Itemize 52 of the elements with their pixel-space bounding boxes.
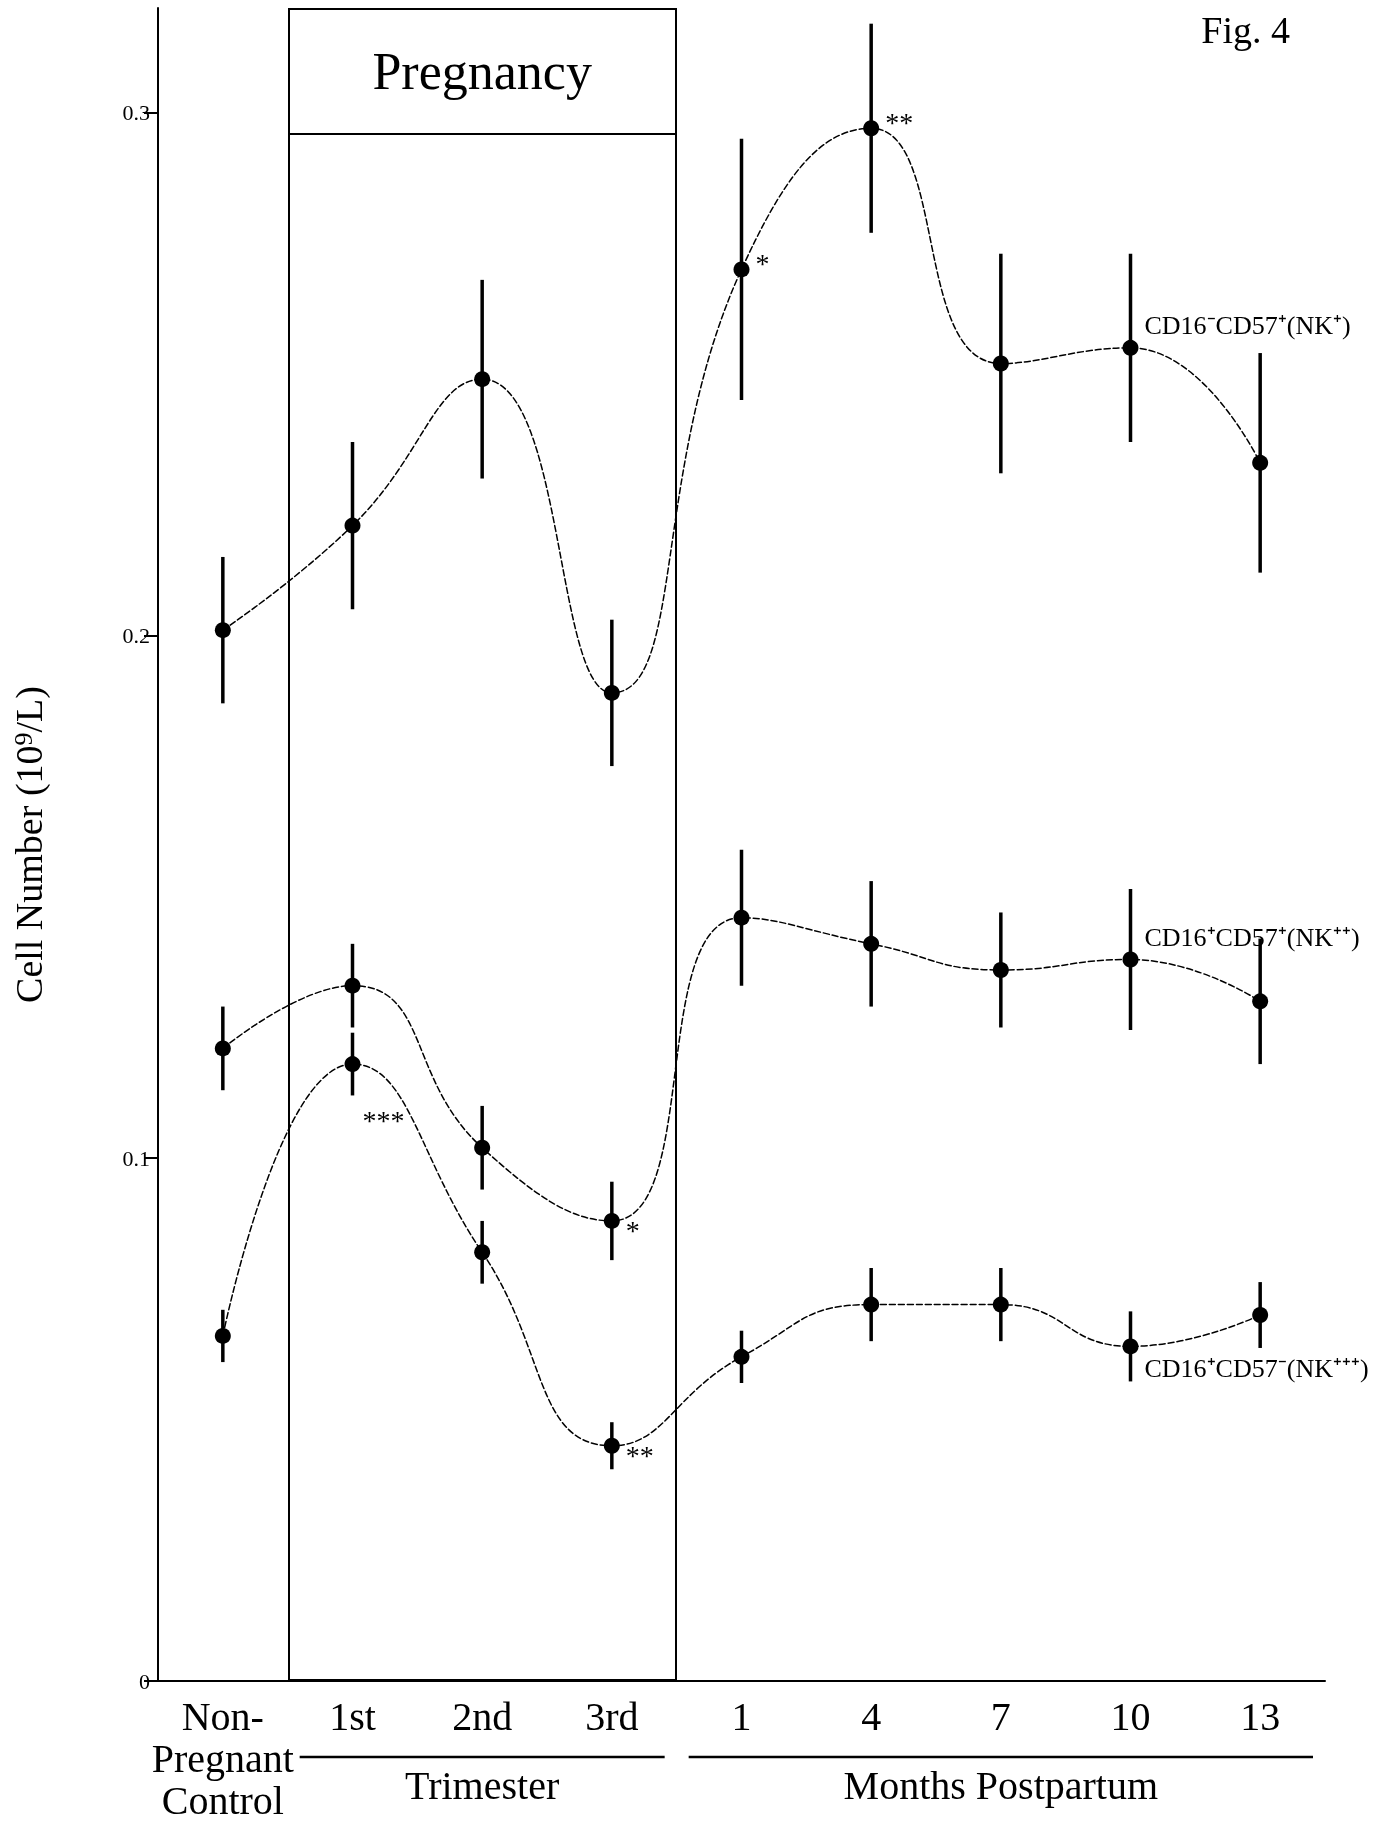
series-label: CD16⁻CD57⁺(NK⁺) [1144, 311, 1351, 341]
y-tick-label: 0.1 [122, 1145, 150, 1171]
annotation: ** [885, 106, 914, 138]
point [603, 684, 620, 701]
annotation: *** [362, 1104, 405, 1136]
annotation: ** [625, 1440, 654, 1472]
point [344, 977, 361, 994]
point [1252, 993, 1269, 1010]
y-tick-label: 0.2 [122, 622, 150, 648]
point [863, 935, 880, 952]
x-tick-label: 10 [1110, 1693, 1151, 1739]
x-tick-label: 3rd [585, 1693, 639, 1739]
point [1122, 1338, 1139, 1355]
x-tick-label: 13 [1240, 1693, 1281, 1739]
annotation: * [625, 1215, 640, 1247]
text: Trimester [405, 1762, 560, 1808]
series-label: CD16⁺CD57⁻(NK⁺⁺⁺) [1144, 1353, 1369, 1383]
x-tick-label: 2nd [452, 1693, 513, 1739]
point [992, 1296, 1009, 1313]
point [863, 1296, 880, 1313]
point [733, 1348, 750, 1365]
point [1122, 339, 1139, 356]
point [992, 355, 1009, 372]
point [344, 517, 361, 534]
point [863, 120, 880, 137]
point [733, 261, 750, 278]
x-tick-label: 4 [861, 1693, 882, 1739]
point [1122, 951, 1139, 968]
point [1252, 1307, 1269, 1324]
x-tick-label: Non- Pregnant Control [151, 1693, 294, 1823]
point [214, 1040, 231, 1057]
point [474, 371, 491, 388]
annotation: Fig. 4 [1201, 9, 1290, 51]
annotation: * [755, 247, 770, 279]
point [1252, 454, 1269, 471]
x-tick-label: 7 [990, 1693, 1011, 1739]
x-tick-label: 1 [731, 1693, 752, 1739]
point [214, 622, 231, 639]
point [344, 1056, 361, 1073]
point [603, 1212, 620, 1229]
text: Months Postpartum [843, 1762, 1159, 1808]
y-axis-title: Cell Number (109/L) [8, 686, 51, 1003]
x-tick-label: 1st [329, 1693, 376, 1739]
point [992, 961, 1009, 978]
y-tick-label: 0.3 [122, 100, 150, 126]
point [214, 1327, 231, 1344]
series-label: CD16⁺CD57⁺(NK⁺⁺) [1144, 923, 1360, 953]
point [603, 1437, 620, 1454]
point [474, 1139, 491, 1156]
annotation: Pregnancy [289, 10, 675, 136]
point [474, 1244, 491, 1261]
point [733, 909, 750, 926]
